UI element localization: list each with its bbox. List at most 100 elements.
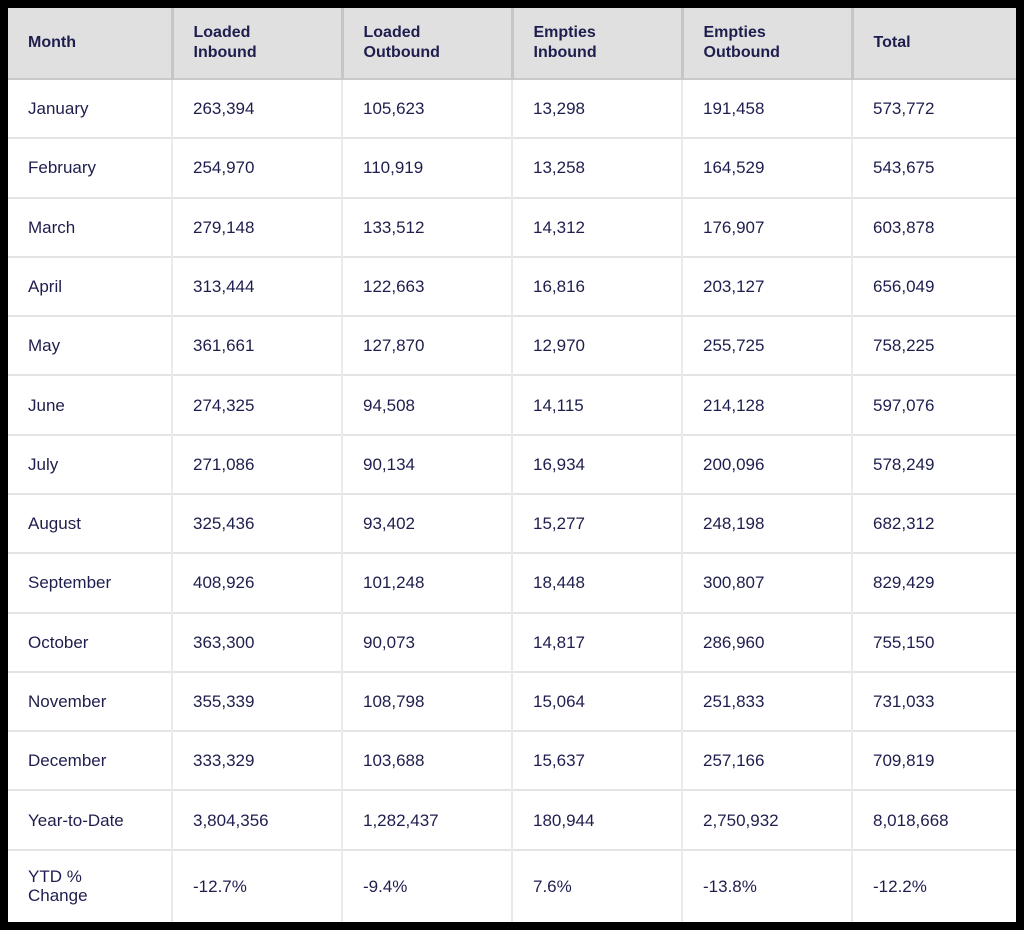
total-cell: 758,225 [851, 315, 1016, 376]
loaded-outbound-cell: 90,134 [341, 433, 512, 494]
total-cell: 829,429 [851, 552, 1016, 613]
loaded-inbound-cell: 333,329 [171, 730, 342, 791]
empties-outbound-cell: 214,128 [681, 374, 852, 435]
loaded-inbound-cell: 313,444 [171, 255, 342, 317]
month-cell: YTD % Change [8, 848, 172, 922]
table-row-november: November 355,339 108,798 15,064 251,833 … [8, 670, 1016, 732]
loaded-outbound-cell: 110,919 [341, 137, 512, 198]
month-cell: January [8, 77, 172, 139]
column-header-total: Total [850, 8, 1016, 79]
loaded-inbound-cell: -12.7% [171, 848, 342, 922]
table-row-september: September 408,926 101,248 18,448 300,807… [8, 552, 1016, 613]
empties-inbound-cell: 7.6% [511, 848, 682, 922]
total-cell: 573,772 [851, 77, 1016, 139]
empties-outbound-cell: 248,198 [681, 492, 852, 554]
empties-inbound-cell: 18,448 [511, 552, 682, 613]
month-cell: May [8, 315, 172, 376]
total-cell: 597,076 [851, 374, 1016, 435]
table-row-year-to-date: Year-to-Date 3,804,356 1,282,437 180,944… [8, 789, 1016, 850]
column-header-month: Month [8, 8, 172, 79]
loaded-outbound-cell: 122,663 [341, 255, 512, 317]
empties-inbound-cell: 15,064 [511, 670, 682, 732]
table-row-march: March 279,148 133,512 14,312 176,907 603… [8, 196, 1016, 257]
month-cell: November [8, 670, 172, 732]
loaded-outbound-cell: 108,798 [341, 670, 512, 732]
loaded-outbound-cell: -9.4% [341, 848, 512, 922]
month-cell: September [8, 552, 172, 613]
month-cell: February [8, 137, 172, 198]
month-cell: March [8, 196, 172, 257]
loaded-outbound-cell: 133,512 [341, 196, 512, 257]
total-cell: 543,675 [851, 137, 1016, 198]
total-cell: 731,033 [851, 670, 1016, 732]
container-statistics-table: Month Loaded Inbound Loaded Outbound Emp… [8, 8, 1016, 922]
total-cell: 755,150 [851, 611, 1016, 672]
total-cell: 656,049 [851, 255, 1016, 317]
ytd-pct-change-label: YTD % Change [28, 867, 88, 906]
table-row-january: January 263,394 105,623 13,298 191,458 5… [8, 77, 1016, 139]
loaded-outbound-cell: 103,688 [341, 730, 512, 791]
loaded-inbound-cell: 325,436 [171, 492, 342, 554]
total-cell: 578,249 [851, 433, 1016, 494]
loaded-outbound-cell: 105,623 [341, 77, 512, 139]
month-cell: April [8, 255, 172, 317]
loaded-outbound-cell: 90,073 [341, 611, 512, 672]
loaded-inbound-cell: 363,300 [171, 611, 342, 672]
column-header-empties-outbound: Empties Outbound [680, 8, 852, 79]
month-cell: July [8, 433, 172, 494]
empties-inbound-cell: 12,970 [511, 315, 682, 376]
column-header-label: Loaded Outbound [363, 24, 440, 61]
table-row-july: July 271,086 90,134 16,934 200,096 578,2… [8, 433, 1016, 494]
loaded-inbound-cell: 274,325 [171, 374, 342, 435]
column-header-label: Loaded Inbound [193, 24, 257, 61]
table-row-february: February 254,970 110,919 13,258 164,529 … [8, 137, 1016, 198]
empties-outbound-cell: 251,833 [681, 670, 852, 732]
column-header-loaded-inbound: Loaded Inbound [170, 8, 342, 79]
column-header-label: Empties Outbound [703, 24, 780, 61]
empties-outbound-cell: 203,127 [681, 255, 852, 317]
empties-outbound-cell: 176,907 [681, 196, 852, 257]
empties-outbound-cell: 2,750,932 [681, 789, 852, 850]
month-cell: October [8, 611, 172, 672]
total-cell: 603,878 [851, 196, 1016, 257]
column-header-loaded-outbound: Loaded Outbound [340, 8, 512, 79]
empties-outbound-cell: 257,166 [681, 730, 852, 791]
empties-inbound-cell: 180,944 [511, 789, 682, 850]
empties-inbound-cell: 15,637 [511, 730, 682, 791]
loaded-outbound-cell: 93,402 [341, 492, 512, 554]
loaded-inbound-cell: 355,339 [171, 670, 342, 732]
month-cell: June [8, 374, 172, 435]
table-row-august: August 325,436 93,402 15,277 248,198 682… [8, 492, 1016, 554]
empties-outbound-cell: 300,807 [681, 552, 852, 613]
table-row-may: May 361,661 127,870 12,970 255,725 758,2… [8, 315, 1016, 376]
empties-inbound-cell: 16,934 [511, 433, 682, 494]
empties-inbound-cell: 14,115 [511, 374, 682, 435]
empties-inbound-cell: 14,817 [511, 611, 682, 672]
empties-inbound-cell: 13,298 [511, 77, 682, 139]
month-cell: August [8, 492, 172, 554]
table-row-october: October 363,300 90,073 14,817 286,960 75… [8, 611, 1016, 672]
total-cell: 8,018,668 [851, 789, 1016, 850]
empties-outbound-cell: 191,458 [681, 77, 852, 139]
column-header-label: Total [873, 34, 911, 51]
month-cell: Year-to-Date [8, 789, 172, 850]
empties-outbound-cell: 255,725 [681, 315, 852, 376]
empties-outbound-cell: 200,096 [681, 433, 852, 494]
loaded-inbound-cell: 271,086 [171, 433, 342, 494]
header-row: Month Loaded Inbound Loaded Outbound Emp… [8, 8, 1016, 79]
column-header-empties-inbound: Empties Inbound [510, 8, 682, 79]
loaded-inbound-cell: 279,148 [171, 196, 342, 257]
empties-outbound-cell: -13.8% [681, 848, 852, 922]
column-header-label: Empties Inbound [533, 24, 597, 61]
loaded-outbound-cell: 94,508 [341, 374, 512, 435]
empties-outbound-cell: 164,529 [681, 137, 852, 198]
table-row-ytd-pct-change: YTD % Change -12.7% -9.4% 7.6% -13.8% -1… [8, 848, 1016, 922]
table-row-december: December 333,329 103,688 15,637 257,166 … [8, 730, 1016, 791]
total-cell: -12.2% [851, 848, 1016, 922]
total-cell: 682,312 [851, 492, 1016, 554]
table-row-june: June 274,325 94,508 14,115 214,128 597,0… [8, 374, 1016, 435]
total-cell: 709,819 [851, 730, 1016, 791]
month-cell: December [8, 730, 172, 791]
empties-inbound-cell: 14,312 [511, 196, 682, 257]
